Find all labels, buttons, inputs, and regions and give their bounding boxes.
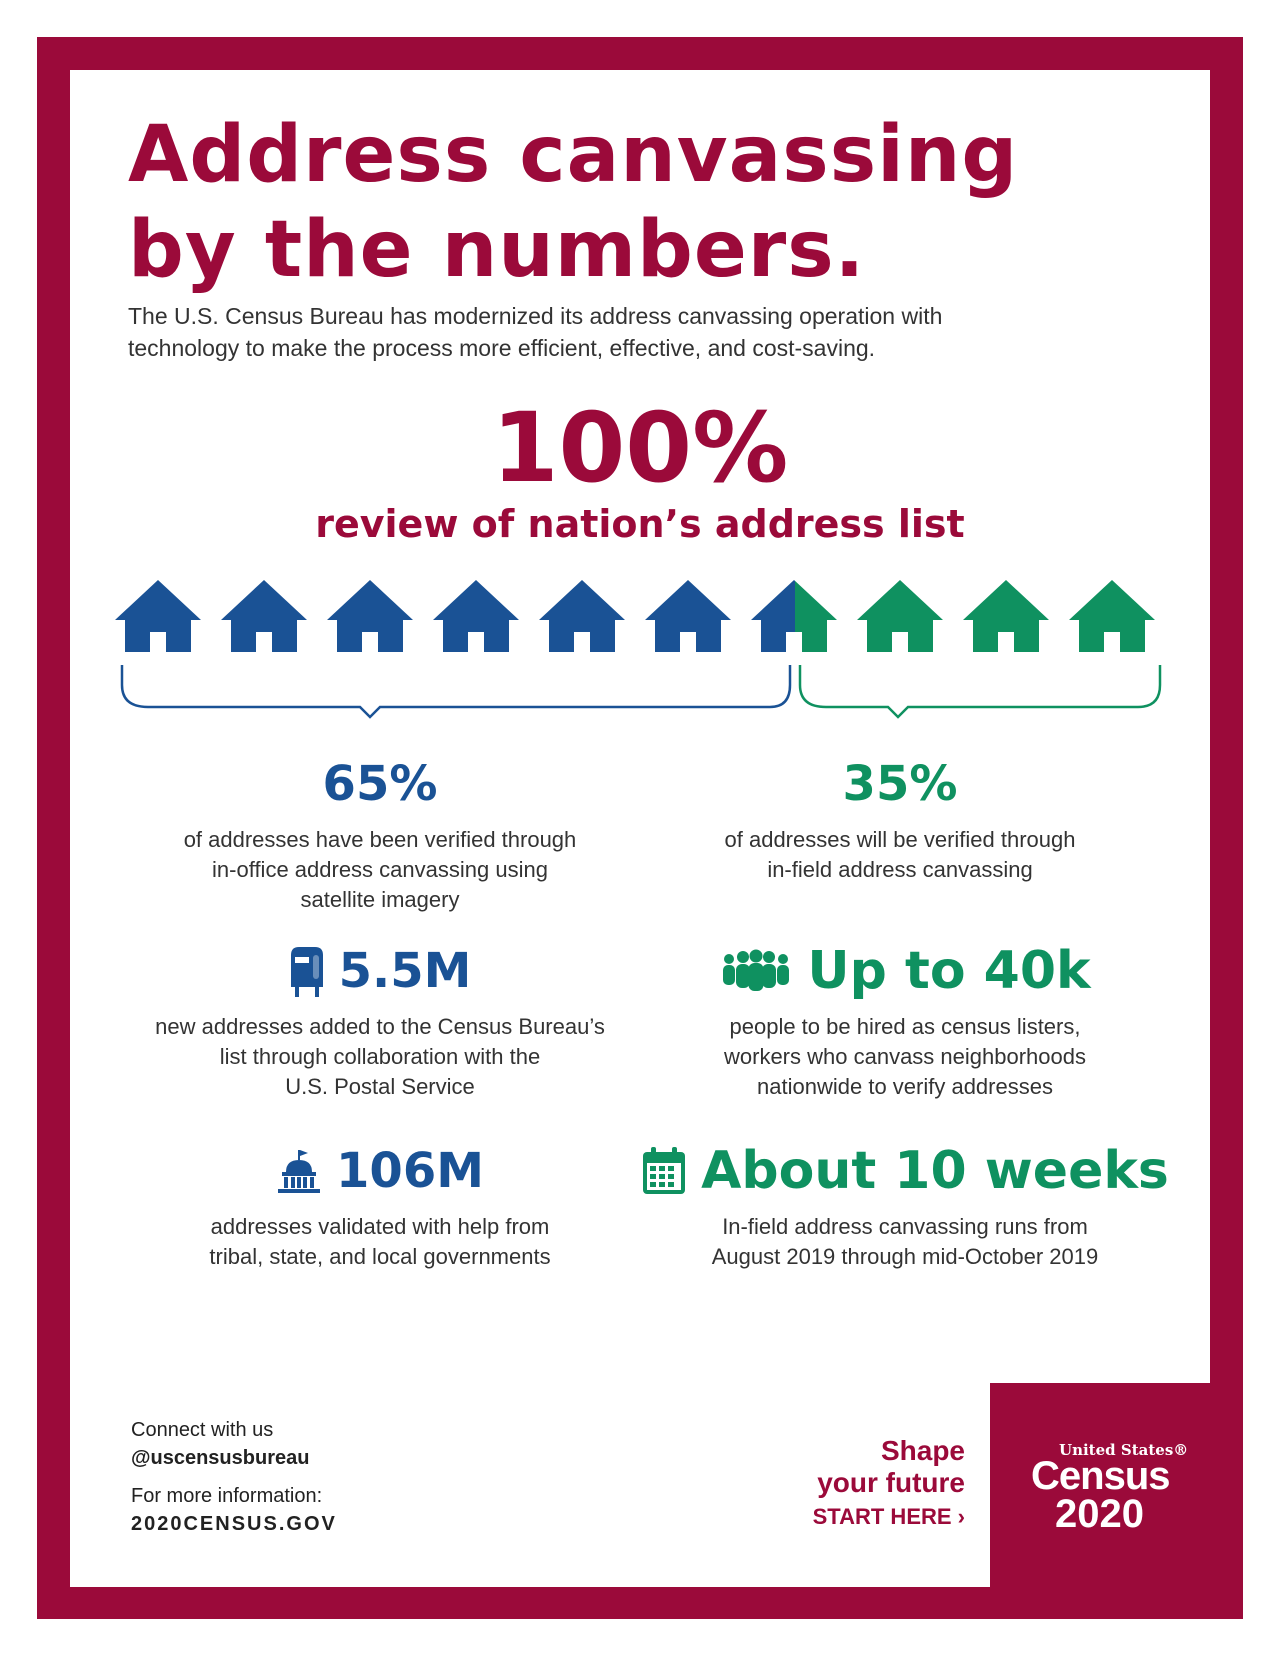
desc-line: of addresses have been verified through [183, 827, 577, 852]
start-here-link[interactable]: START HERE › [812, 1504, 965, 1529]
tagline-line-1: Shape [880, 1435, 965, 1466]
intro-line-2: technology to make the process more effi… [128, 335, 876, 361]
website-link[interactable]: 2020CENSUS.GOV [131, 1513, 337, 1535]
stat-duration-value: About 10 weeks [701, 1141, 1169, 1201]
house-icon-blue [115, 580, 201, 652]
desc-line: of addresses will be verified through [724, 827, 1076, 852]
desc-line: tribal, state, and local governments [209, 1244, 551, 1269]
stat-new-addresses-value: 5.5M [338, 943, 472, 999]
house-icon-blue [221, 580, 307, 652]
logo-background [990, 1383, 1210, 1619]
desc-line: workers who canvass neighborhoods [724, 1044, 1086, 1069]
desc-line: nationwide to verify addresses [757, 1074, 1053, 1099]
desc-line: list through collaboration with the [219, 1044, 541, 1069]
more-info-label: For more information: [131, 1485, 323, 1507]
people-icon [719, 949, 793, 993]
stat-in-field: 35% of addresses will be verified throug… [650, 755, 1150, 885]
stat-validated-row: 106M [120, 1142, 640, 1200]
house-icon-green [963, 580, 1049, 652]
desc-line: in-field address canvassing [767, 857, 1033, 882]
contact-block: Connect with us @uscensusbureau For more… [131, 1416, 531, 1538]
stat-new-addresses-desc: new addresses added to the Census Bureau… [120, 1012, 640, 1102]
stat-validated-value: 106M [336, 1143, 484, 1199]
house-icon-blue [327, 580, 413, 652]
content-panel [70, 70, 1210, 1587]
stat-in-field-value: 35% [842, 756, 958, 812]
house-icon-blue [433, 580, 519, 652]
stat-in-office: 65% of addresses have been verified thro… [130, 755, 630, 915]
stat-validated: 106M addresses validated with help from … [120, 1142, 640, 1272]
stat-duration-row: About 10 weeks [630, 1142, 1180, 1200]
tagline-block: Shape your future START HERE › [760, 1435, 965, 1533]
intro-line-1: The U.S. Census Bureau has modernized it… [128, 303, 943, 329]
house-icon-blue [645, 580, 731, 652]
house-icon-green [857, 580, 943, 652]
stat-duration: About 10 weeks In-field address canvassi… [630, 1142, 1180, 1272]
desc-line: people to be hired as census listers, [729, 1014, 1081, 1039]
stat-new-addresses: 5.5M new addresses added to the Census B… [120, 942, 640, 1102]
in-field-bracket [798, 665, 1162, 719]
desc-line: In-field address canvassing runs from [722, 1214, 1088, 1239]
stat-hiring: Up to 40k people to be hired as census l… [650, 942, 1160, 1102]
house-icon-blue [539, 580, 625, 652]
stat-hiring-desc: people to be hired as census listers, wo… [650, 1012, 1160, 1102]
tagline-line-2: your future [817, 1467, 965, 1498]
social-handle-link[interactable]: @uscensusbureau [131, 1447, 310, 1469]
house-icons [115, 580, 1155, 652]
stat-new-addresses-row: 5.5M [120, 942, 640, 1000]
in-office-bracket [120, 665, 792, 719]
title-line-1: Address canvassing [128, 110, 1019, 200]
hero-percent: 100% [491, 392, 789, 504]
logo-united-states: United States® [1059, 1441, 1189, 1459]
census-2020-logo: United States® Census 2020 [1031, 1442, 1201, 1534]
calendar-icon [641, 1147, 687, 1195]
desc-line: addresses validated with help from [210, 1214, 550, 1239]
page-title: Address canvassing by the numbers. [128, 108, 1128, 298]
desc-line: new addresses added to the Census Bureau… [155, 1014, 605, 1039]
intro-text: The U.S. Census Bureau has modernized it… [128, 300, 1068, 364]
stat-validated-desc: addresses validated with help from triba… [120, 1212, 640, 1272]
house-icon-split-blue [751, 580, 795, 652]
title-line-2: by the numbers. [128, 205, 866, 295]
connect-label: Connect with us [131, 1419, 274, 1441]
house-icon-green [1069, 580, 1155, 652]
capitol-building-icon [276, 1148, 322, 1194]
desc-line: August 2019 through mid-October 2019 [711, 1244, 1099, 1269]
stat-hiring-row: Up to 40k [650, 942, 1160, 1000]
stat-in-office-desc: of addresses have been verified through … [130, 825, 630, 915]
stat-hiring-value: Up to 40k [807, 941, 1091, 1001]
mailbox-icon [289, 945, 325, 997]
house-icon-split-green [795, 580, 837, 652]
stat-in-field-desc: of addresses will be verified through in… [650, 825, 1150, 885]
logo-census: Census [1031, 1454, 1171, 1498]
hero-caption: review of nation’s address list [315, 502, 965, 546]
stat-in-office-value: 65% [322, 756, 438, 812]
stat-duration-desc: In-field address canvassing runs from Au… [630, 1212, 1180, 1272]
logo-year: 2020 [1055, 1492, 1144, 1536]
bracket-group [120, 665, 1162, 719]
desc-line: satellite imagery [300, 887, 460, 912]
desc-line: U.S. Postal Service [285, 1074, 475, 1099]
desc-line: in-office address canvassing using [212, 857, 548, 882]
house-icon-row [115, 580, 1155, 652]
